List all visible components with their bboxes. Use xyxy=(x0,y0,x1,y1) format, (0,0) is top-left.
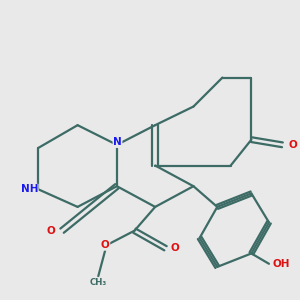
Text: NH: NH xyxy=(20,184,38,194)
Text: O: O xyxy=(289,140,298,150)
Text: O: O xyxy=(170,243,179,253)
Text: OH: OH xyxy=(272,259,290,269)
Text: O: O xyxy=(47,226,56,236)
Text: N: N xyxy=(113,137,122,147)
Text: CH₃: CH₃ xyxy=(90,278,107,287)
Text: O: O xyxy=(101,240,110,250)
